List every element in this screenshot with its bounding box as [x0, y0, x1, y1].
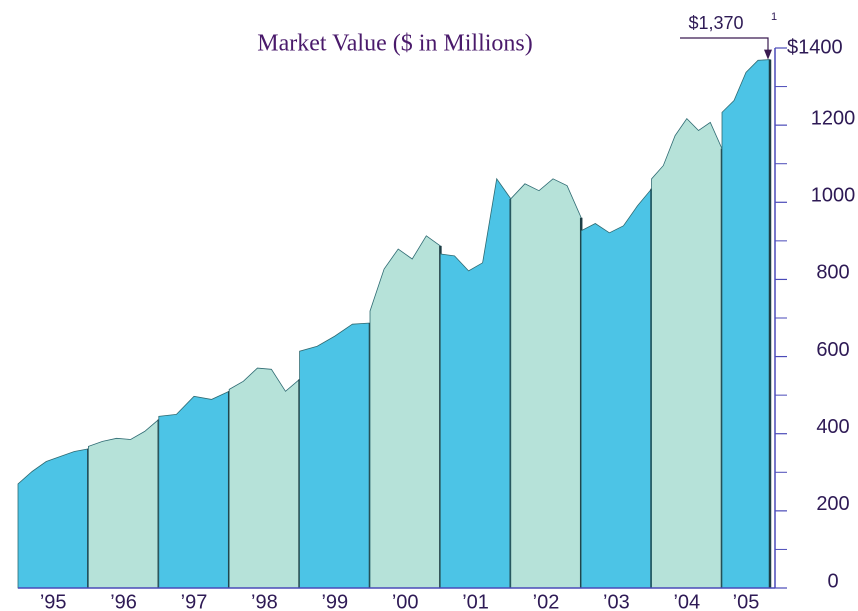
- y-tick-label: 200: [816, 493, 849, 515]
- x-tick-label: ’96: [110, 591, 137, 611]
- y-tick-label: 800: [816, 262, 849, 284]
- year-area: [88, 418, 160, 589]
- year-area: [651, 117, 723, 589]
- x-tick-label: ’03: [603, 591, 630, 611]
- x-tick-label: ’01: [462, 591, 489, 611]
- annotation-line: [680, 37, 769, 52]
- y-tick-label: 1000: [811, 185, 856, 207]
- y-tick-label: 1200: [811, 107, 856, 129]
- y-tick-label: 600: [816, 339, 849, 361]
- year-area: [369, 235, 441, 589]
- year-area: [299, 322, 371, 589]
- year-area: [17, 448, 89, 589]
- x-tick-label: ’98: [251, 591, 278, 611]
- x-tick-label: ’04: [673, 591, 700, 611]
- y-tick-label: 0: [827, 570, 838, 592]
- x-tick-label: ’02: [533, 591, 560, 611]
- x-tick-label: ’00: [392, 591, 419, 611]
- annotation-note: 1: [771, 11, 777, 23]
- annotation-arrow: [764, 49, 772, 60]
- y-tick-label: $1400: [787, 36, 843, 58]
- x-tick-label: ’05: [733, 591, 760, 611]
- x-tick-label: ’97: [181, 591, 208, 611]
- year-area: [510, 178, 582, 589]
- year-area: [228, 367, 300, 589]
- chart-title: Market Value ($ in Millions): [257, 31, 533, 57]
- y-tick-label: 400: [816, 416, 849, 438]
- year-area: [440, 177, 512, 589]
- x-tick-label: ’95: [40, 591, 67, 611]
- annotation-text: $1,370: [688, 13, 743, 33]
- x-tick-label: ’99: [321, 591, 348, 611]
- year-area: [580, 187, 652, 589]
- year-area: [158, 390, 230, 589]
- year-area: [721, 59, 771, 589]
